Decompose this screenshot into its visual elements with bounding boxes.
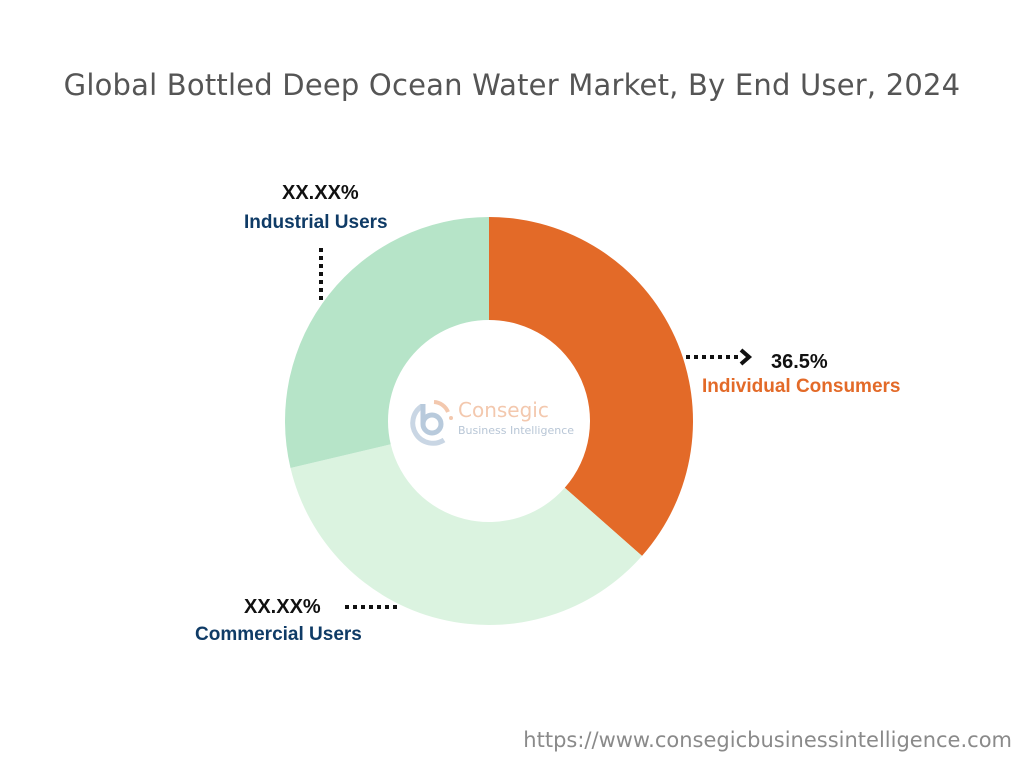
watermark-logo: Consegic Business Intelligence [408,396,578,448]
slice-individual-consumers [489,217,693,556]
arrow-head-icon [739,348,753,366]
commercial-percent: XX.XX% [244,596,321,618]
industrial-label: Industrial Users [244,212,388,233]
industrial-percent: XX.XX% [282,182,359,204]
source-url: https://www.consegicbusinessintelligence… [523,728,1012,752]
watermark-name: Consegic [458,398,549,422]
individual-percent: 36.5% [771,351,828,373]
donut-slices [285,217,693,625]
chart-title: Global Bottled Deep Ocean Water Market, … [63,68,961,102]
slice-commercial-users [290,444,643,625]
commercial-label: Commercial Users [195,624,362,645]
watermark-tagline: Business Intelligence [458,424,575,437]
logo-icon [410,400,453,446]
individual-label: Individual Consumers [702,376,901,397]
slice-industrial-users [285,217,489,468]
